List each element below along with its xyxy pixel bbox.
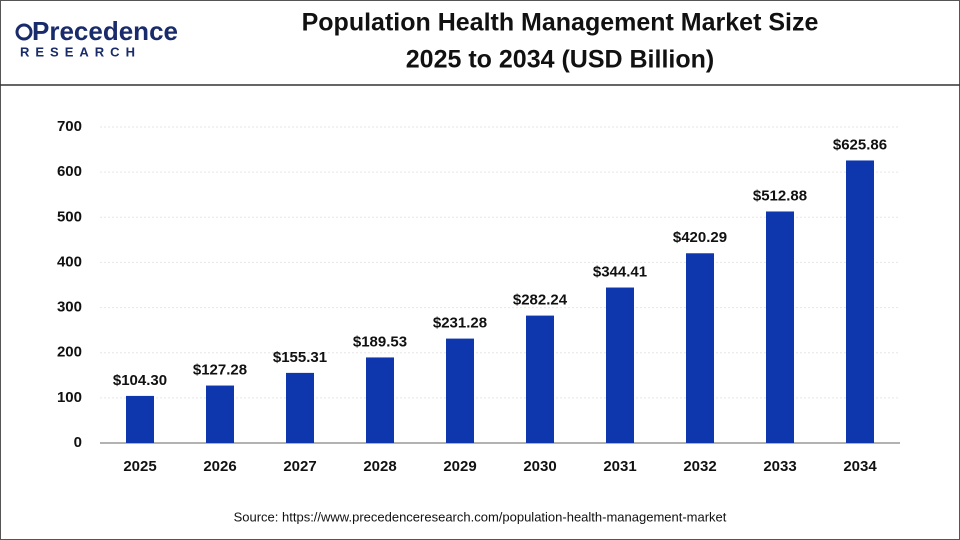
value-label: $189.53 [353, 333, 407, 350]
y-tick-label: 300 [57, 299, 82, 316]
logo-name: Precedence [32, 16, 178, 46]
x-tick-label: 2030 [523, 458, 556, 475]
x-tick-label: 2025 [123, 458, 156, 475]
bar [446, 338, 474, 443]
x-tick-label: 2027 [283, 458, 316, 475]
chart-title: 2025 to 2034 (USD Billion) [406, 46, 714, 74]
y-tick-label: 0 [74, 434, 82, 451]
value-label: $127.28 [193, 362, 247, 379]
x-tick-label: 2033 [763, 458, 796, 475]
x-tick-label: 2034 [843, 458, 877, 475]
value-label: $512.88 [753, 187, 807, 204]
source-note: Source: https://www.precedenceresearch.c… [234, 509, 727, 524]
bar [606, 287, 634, 443]
logo-tagline: RESEARCH [20, 44, 141, 59]
y-tick-label: 100 [57, 389, 82, 406]
value-label: $344.41 [593, 263, 647, 280]
bar [366, 357, 394, 443]
y-tick-label: 400 [57, 253, 82, 270]
bar [686, 253, 714, 443]
y-tick-label: 500 [57, 208, 82, 225]
value-label: $625.86 [833, 136, 887, 153]
bar [126, 395, 154, 443]
bar [286, 372, 314, 443]
bar [206, 385, 234, 443]
x-tick-label: 2026 [203, 458, 236, 475]
value-label: $104.30 [113, 372, 167, 389]
y-tick-label: 700 [57, 118, 82, 135]
y-tick-label: 600 [57, 163, 82, 180]
x-tick-label: 2028 [363, 458, 396, 475]
x-tick-label: 2032 [683, 458, 716, 475]
value-label: $231.28 [433, 315, 487, 332]
value-label: $420.29 [673, 229, 727, 246]
bar [526, 315, 554, 443]
chart-title: Population Health Management Market Size [302, 9, 819, 37]
x-tick-label: 2029 [443, 458, 476, 475]
bar [766, 211, 794, 443]
value-label: $282.24 [513, 292, 568, 309]
x-tick-label: 2031 [603, 458, 636, 475]
bar [846, 160, 874, 443]
logo-mark [15, 23, 33, 41]
value-label: $155.31 [273, 349, 327, 366]
y-tick-label: 200 [57, 344, 82, 361]
